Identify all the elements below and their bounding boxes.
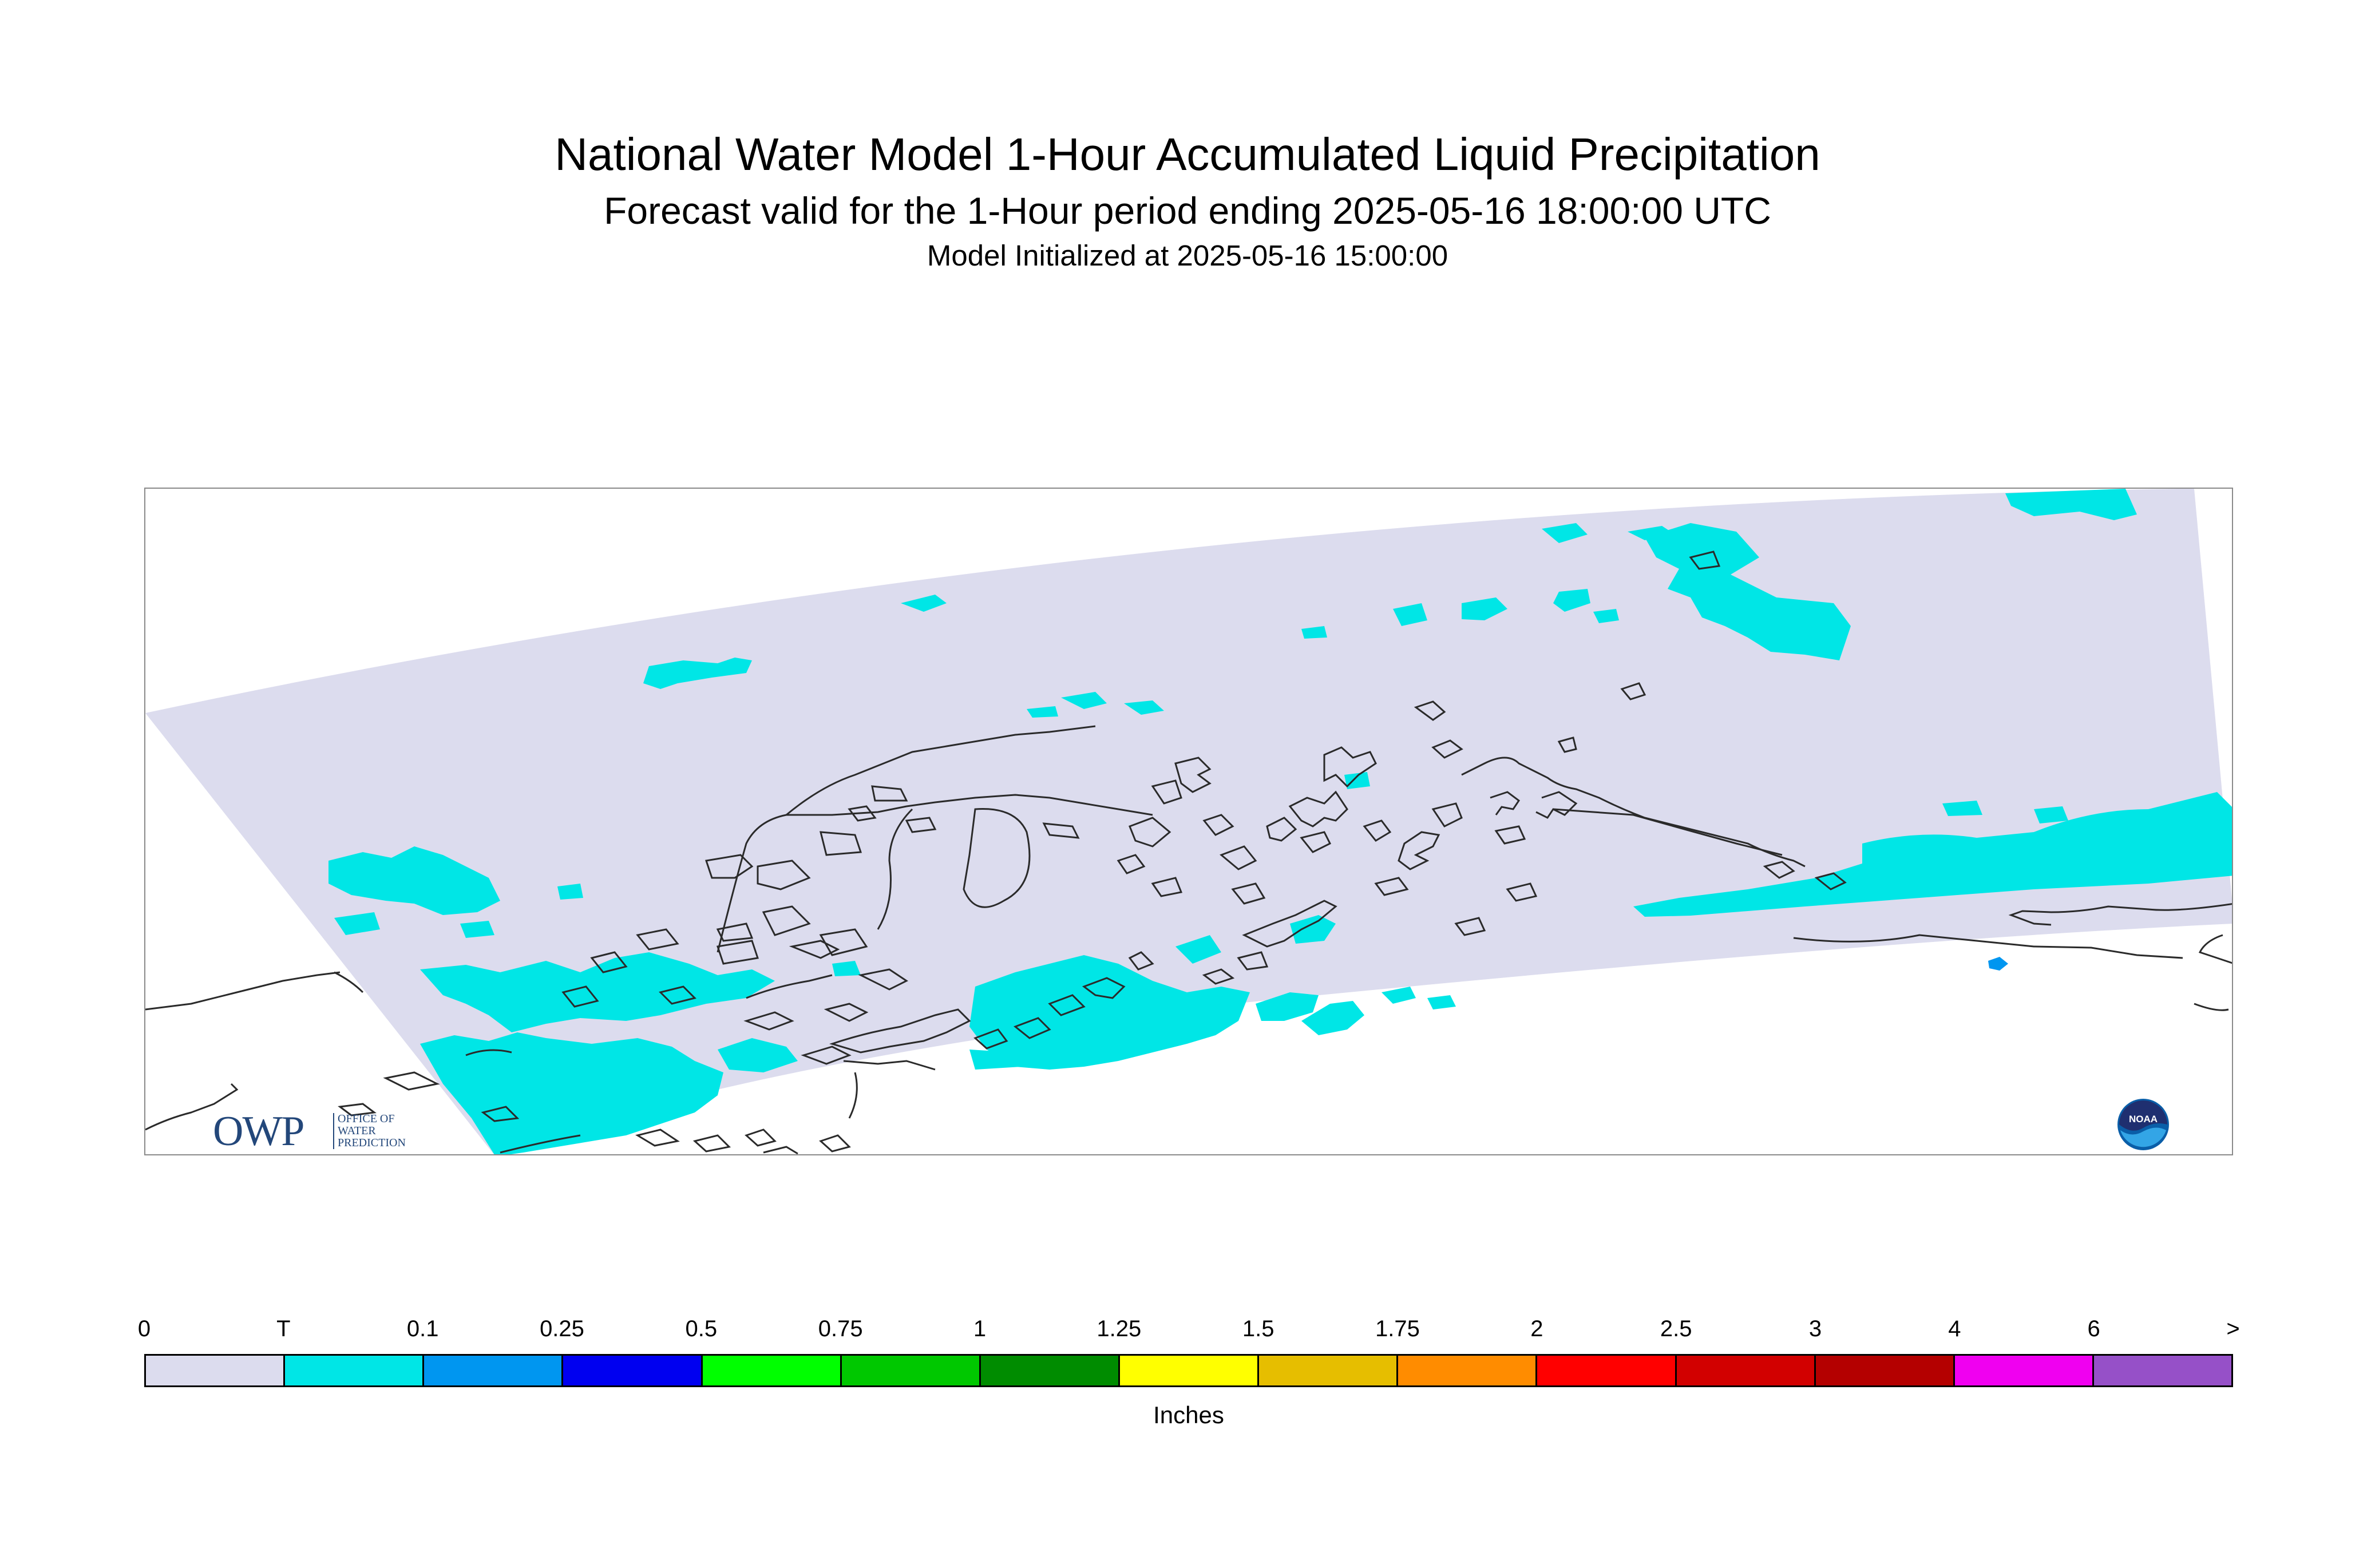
legend-swatch-13 [1954,1356,2094,1385]
owp-logo-letters: OWP [213,1108,304,1155]
legend-tick-label: 1.75 [1375,1316,1420,1341]
precipitation-map: OWP OFFICE OF WATER PREDICTION NOAA [144,488,2233,1155]
legend-swatch-4 [702,1356,842,1385]
map-subtitle: Forecast valid for the 1-Hour period end… [604,189,1771,232]
precipitation-areas [328,489,2232,1154]
legend-tick-label: > [2226,1316,2240,1341]
coastlines [145,551,2232,1154]
legend-swatch-0 [146,1356,286,1385]
legend-swatch-9 [1398,1356,1538,1385]
map-canvas [145,489,2232,1154]
owp-logo-office-text: OFFICE OF WATER PREDICTION [333,1113,418,1149]
legend-tick-label: 3 [1808,1316,1822,1341]
noaa-logo-text: NOAA [2129,1114,2158,1124]
legend-tick-label: 1.25 [1097,1316,1142,1341]
legend-swatch-8 [1259,1356,1399,1385]
legend-swatch-12 [1815,1356,1955,1385]
owp-logo: OWP OFFICE OF WATER PREDICTION [213,1108,407,1154]
legend-swatch-6 [980,1356,1120,1385]
legend-swatch-11 [1676,1356,1816,1385]
legend-tick-label: 2 [1530,1316,1543,1341]
legend-tick-label: 1 [973,1316,987,1341]
legend-swatch-5 [841,1356,981,1385]
legend-swatch-7 [1119,1356,1260,1385]
legend-tick-label: 0.25 [540,1316,584,1341]
legend-tick-label: 2.5 [1660,1316,1692,1341]
legend-swatch-2 [424,1356,564,1385]
legend-tick-label: 1.5 [1242,1316,1274,1341]
heavier-precip-patch [1988,957,2008,971]
legend-swatch-14 [2093,1356,2232,1385]
legend-tick-label: 6 [2087,1316,2100,1341]
legend-units-label: Inches [1153,1401,1224,1428]
legend-tick-label: T [276,1316,291,1341]
legend-tick-label: 4 [1948,1316,1961,1341]
map-title: National Water Model 1-Hour Accumulated … [555,129,1820,180]
legend-tick-label: 0 [137,1316,151,1341]
legend-swatch-1 [285,1356,425,1385]
legend-swatch-3 [563,1356,703,1385]
legend-tick-label: 0.5 [685,1316,718,1341]
legend-colorbar [144,1354,2233,1387]
model-init-time: Model Initialized at 2025-05-16 15:00:00 [927,239,1448,272]
legend-tick-label: 0.75 [818,1316,863,1341]
noaa-logo-icon: NOAA [2117,1098,2170,1151]
legend-tick-label: 0.1 [406,1316,439,1341]
precipitation-legend: 0 T 0.1 0.25 0.5 0.75 1 1.25 1.5 1.75 2 2.5 3 4 6 > Inc… [138,1315,2240,1430]
legend-swatch-10 [1537,1356,1677,1385]
